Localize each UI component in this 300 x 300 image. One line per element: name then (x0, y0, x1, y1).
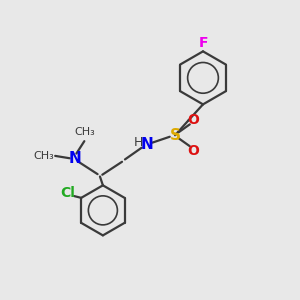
Text: H: H (134, 136, 143, 149)
Text: CH₃: CH₃ (75, 127, 96, 137)
Text: N: N (68, 151, 81, 166)
Text: N: N (141, 136, 153, 152)
Text: S: S (169, 128, 181, 143)
Text: CH₃: CH₃ (33, 151, 54, 161)
Text: F: F (198, 36, 208, 50)
Text: O: O (187, 113, 199, 127)
Text: Cl: Cl (60, 186, 75, 200)
Text: O: O (187, 144, 199, 158)
